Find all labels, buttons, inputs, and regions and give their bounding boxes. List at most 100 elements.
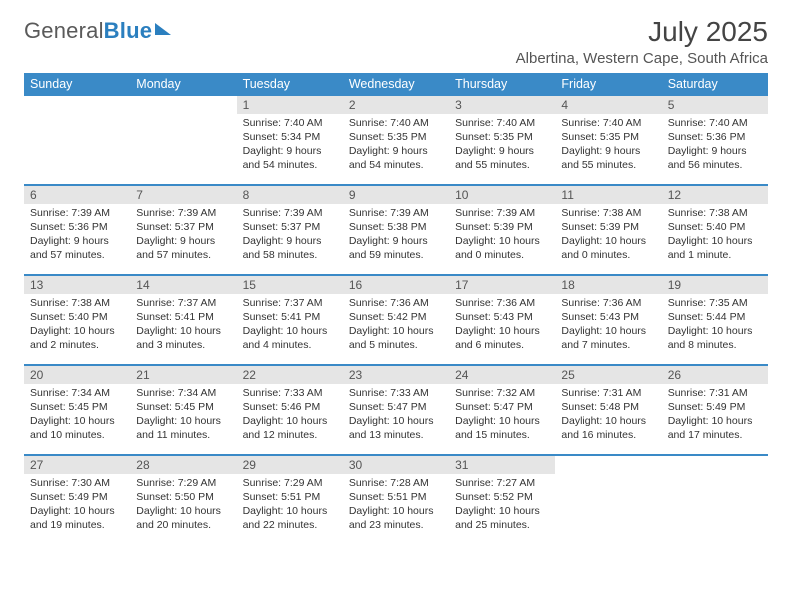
day-number: 10: [449, 186, 555, 204]
weekday-header: Sunday: [24, 73, 130, 96]
calendar-day-cell: 23 Sunrise: 7:33 AMSunset: 5:47 PMDayligh…: [343, 366, 449, 454]
calendar-day-cell: 9 Sunrise: 7:39 AMSunset: 5:38 PMDaylight…: [343, 186, 449, 274]
calendar-day-cell: 20 Sunrise: 7:34 AMSunset: 5:45 PMDayligh…: [24, 366, 130, 454]
calendar-day-cell: 24 Sunrise: 7:32 AMSunset: 5:47 PMDayligh…: [449, 366, 555, 454]
weekday-header: Thursday: [449, 73, 555, 96]
day-number: 6: [24, 186, 130, 204]
day-detail-text: Sunrise: 7:39 AMSunset: 5:37 PMDaylight:…: [243, 207, 337, 262]
calendar-day-cell: [555, 456, 661, 544]
calendar-day-cell: 26Sunrise: 7:31 AMSunset: 5:49 PMDayligh…: [662, 366, 768, 454]
day-number: 31: [449, 456, 555, 474]
calendar-day-cell: 12 Sunrise: 7:38 AMSunset: 5:40 PMDayligh…: [662, 186, 768, 274]
calendar-day-cell: 6 Sunrise: 7:39 AMSunset: 5:36 PMDaylight…: [24, 186, 130, 274]
day-number: 27: [24, 456, 130, 474]
day-detail-text: Sunrise: 7:33 AMSunset: 5:46 PMDaylight:…: [243, 387, 337, 442]
day-number: 21: [130, 366, 236, 384]
logo-text-general: General: [24, 18, 104, 44]
day-number: 8: [237, 186, 343, 204]
day-number: 4: [555, 96, 661, 114]
logo-triangle-icon: [155, 23, 171, 35]
weekday-header-row: Sunday Monday Tuesday Wednesday Thursday…: [24, 73, 768, 96]
day-detail-text: Sunrise: 7:31 AMSunset: 5:48 PMDaylight:…: [561, 387, 655, 442]
day-detail-text: Sunrise: 7:28 AMSunset: 5:51 PMDaylight:…: [349, 477, 443, 532]
day-detail-text: Sunrise: 7:40 AMSunset: 5:35 PMDaylight:…: [349, 117, 443, 172]
weekday-header: Monday: [130, 73, 236, 96]
calendar-day-cell: 13 Sunrise: 7:38 AMSunset: 5:40 PMDayligh…: [24, 276, 130, 364]
calendar-day-cell: 31 Sunrise: 7:27 AMSunset: 5:52 PMDayligh…: [449, 456, 555, 544]
day-detail-text: Sunrise: 7:38 AMSunset: 5:40 PMDaylight:…: [668, 207, 762, 262]
calendar-day-cell: 15 Sunrise: 7:37 AMSunset: 5:41 PMDayligh…: [237, 276, 343, 364]
day-detail-text: Sunrise: 7:37 AMSunset: 5:41 PMDaylight:…: [243, 297, 337, 352]
calendar-page: GeneralBlue July 2025 Albertina, Western…: [0, 0, 792, 544]
calendar-day-cell: 11 Sunrise: 7:38 AMSunset: 5:39 PMDayligh…: [555, 186, 661, 274]
day-number: 20: [24, 366, 130, 384]
calendar-week-row: 1Sunrise: 7:40 AMSunset: 5:34 PMDaylight…: [24, 96, 768, 184]
calendar-day-cell: [130, 96, 236, 184]
day-number: 11: [555, 186, 661, 204]
calendar-day-cell: 16 Sunrise: 7:36 AMSunset: 5:42 PMDayligh…: [343, 276, 449, 364]
day-number: 17: [449, 276, 555, 294]
calendar-day-cell: 27 Sunrise: 7:30 AMSunset: 5:49 PMDayligh…: [24, 456, 130, 544]
calendar-day-cell: 29Sunrise: 7:29 AMSunset: 5:51 PMDayligh…: [237, 456, 343, 544]
weekday-header: Saturday: [662, 73, 768, 96]
calendar-day-cell: 30 Sunrise: 7:28 AMSunset: 5:51 PMDayligh…: [343, 456, 449, 544]
day-detail-text: Sunrise: 7:38 AMSunset: 5:39 PMDaylight:…: [561, 207, 655, 262]
calendar-day-cell: 5Sunrise: 7:40 AMSunset: 5:36 PMDaylight…: [662, 96, 768, 184]
day-number: 19: [662, 276, 768, 294]
page-title: July 2025: [648, 16, 768, 48]
day-number: 12: [662, 186, 768, 204]
day-number: 3: [449, 96, 555, 114]
day-number: 30: [343, 456, 449, 474]
day-detail-text: Sunrise: 7:29 AMSunset: 5:50 PMDaylight:…: [136, 477, 230, 532]
day-detail-text: Sunrise: 7:32 AMSunset: 5:47 PMDaylight:…: [455, 387, 549, 442]
day-detail-text: Sunrise: 7:40 AMSunset: 5:35 PMDaylight:…: [561, 117, 655, 172]
day-number: 7: [130, 186, 236, 204]
day-detail-text: Sunrise: 7:36 AMSunset: 5:43 PMDaylight:…: [455, 297, 549, 352]
day-detail-text: Sunrise: 7:30 AMSunset: 5:49 PMDaylight:…: [30, 477, 124, 532]
day-number: 16: [343, 276, 449, 294]
weekday-header: Friday: [555, 73, 661, 96]
day-number: 22: [237, 366, 343, 384]
calendar-day-cell: 22 Sunrise: 7:33 AMSunset: 5:46 PMDayligh…: [237, 366, 343, 454]
day-number: 23: [343, 366, 449, 384]
day-detail-text: Sunrise: 7:33 AMSunset: 5:47 PMDaylight:…: [349, 387, 443, 442]
calendar-day-cell: 7 Sunrise: 7:39 AMSunset: 5:37 PMDaylight…: [130, 186, 236, 274]
calendar-week-row: 20 Sunrise: 7:34 AMSunset: 5:45 PMDayligh…: [24, 366, 768, 454]
location-subtitle: Albertina, Western Cape, South Africa: [24, 50, 768, 67]
calendar-day-cell: 3Sunrise: 7:40 AMSunset: 5:35 PMDaylight…: [449, 96, 555, 184]
day-detail-text: Sunrise: 7:39 AMSunset: 5:39 PMDaylight:…: [455, 207, 549, 262]
day-detail-text: Sunrise: 7:38 AMSunset: 5:40 PMDaylight:…: [30, 297, 124, 352]
day-detail-text: Sunrise: 7:34 AMSunset: 5:45 PMDaylight:…: [30, 387, 124, 442]
calendar-day-cell: 10 Sunrise: 7:39 AMSunset: 5:39 PMDayligh…: [449, 186, 555, 274]
calendar-day-cell: [662, 456, 768, 544]
day-detail-text: Sunrise: 7:39 AMSunset: 5:37 PMDaylight:…: [136, 207, 230, 262]
calendar-day-cell: 17 Sunrise: 7:36 AMSunset: 5:43 PMDayligh…: [449, 276, 555, 364]
day-number: 24: [449, 366, 555, 384]
day-number: 14: [130, 276, 236, 294]
day-number: 2: [343, 96, 449, 114]
day-detail-text: Sunrise: 7:40 AMSunset: 5:36 PMDaylight:…: [668, 117, 762, 172]
day-detail-text: Sunrise: 7:36 AMSunset: 5:42 PMDaylight:…: [349, 297, 443, 352]
day-detail-text: Sunrise: 7:39 AMSunset: 5:36 PMDaylight:…: [30, 207, 124, 262]
calendar-day-cell: 25 Sunrise: 7:31 AMSunset: 5:48 PMDayligh…: [555, 366, 661, 454]
calendar-day-cell: 28 Sunrise: 7:29 AMSunset: 5:50 PMDayligh…: [130, 456, 236, 544]
calendar-day-cell: 4 Sunrise: 7:40 AMSunset: 5:35 PMDaylight…: [555, 96, 661, 184]
calendar-day-cell: 8 Sunrise: 7:39 AMSunset: 5:37 PMDaylight…: [237, 186, 343, 274]
calendar-table: Sunday Monday Tuesday Wednesday Thursday…: [24, 73, 768, 544]
header-row: GeneralBlue July 2025: [24, 18, 768, 48]
calendar-day-cell: 18Sunrise: 7:36 AMSunset: 5:43 PMDayligh…: [555, 276, 661, 364]
day-number: 9: [343, 186, 449, 204]
day-detail-text: Sunrise: 7:39 AMSunset: 5:38 PMDaylight:…: [349, 207, 443, 262]
day-detail-text: Sunrise: 7:37 AMSunset: 5:41 PMDaylight:…: [136, 297, 230, 352]
day-detail-text: Sunrise: 7:36 AMSunset: 5:43 PMDaylight:…: [561, 297, 655, 352]
day-number: 25: [555, 366, 661, 384]
brand-logo: GeneralBlue: [24, 18, 171, 44]
calendar-day-cell: 14 Sunrise: 7:37 AMSunset: 5:41 PMDayligh…: [130, 276, 236, 364]
day-number: 15: [237, 276, 343, 294]
calendar-day-cell: 1Sunrise: 7:40 AMSunset: 5:34 PMDaylight…: [237, 96, 343, 184]
day-number: 13: [24, 276, 130, 294]
weekday-header: Tuesday: [237, 73, 343, 96]
calendar-day-cell: 2 Sunrise: 7:40 AMSunset: 5:35 PMDaylight…: [343, 96, 449, 184]
day-detail-text: Sunrise: 7:27 AMSunset: 5:52 PMDaylight:…: [455, 477, 549, 532]
day-number: 28: [130, 456, 236, 474]
